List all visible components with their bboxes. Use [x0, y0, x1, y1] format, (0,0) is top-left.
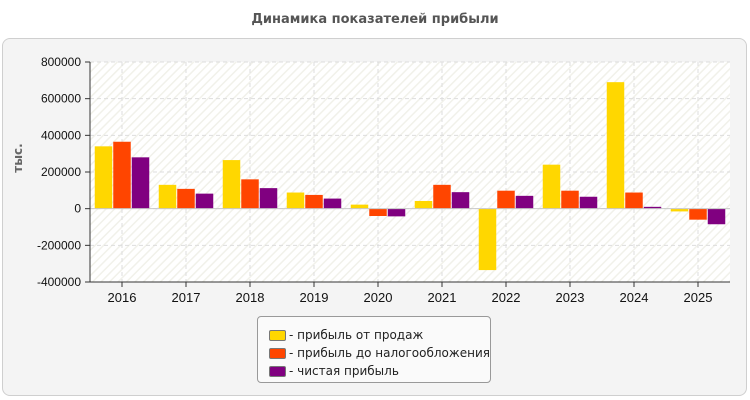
bar: [689, 208, 707, 220]
legend-swatch-sales-profit: [269, 329, 286, 341]
bar: [542, 164, 561, 209]
x-tick-label: 2021: [428, 290, 457, 305]
bar: [433, 184, 451, 209]
bar: [259, 188, 278, 209]
legend-swatch-pretax-profit: [269, 347, 286, 359]
bar: [177, 188, 195, 209]
y-tick-label: 800000: [41, 55, 81, 69]
bar: [286, 192, 305, 209]
y-tick-label: 600000: [41, 92, 81, 106]
chart-title: Динамика показателей прибыли: [251, 12, 499, 27]
legend-item-net-profit: - чистая прибыль: [258, 362, 490, 380]
y-axis-label: тыс.: [11, 143, 25, 172]
legend-label-sales-profit: - прибыль от продаж: [289, 328, 424, 342]
bar: [323, 198, 342, 209]
x-tick-label: 2019: [300, 290, 329, 305]
x-tick-label: 2022: [492, 290, 521, 305]
x-tick-label: 2018: [236, 290, 265, 305]
legend-label-net-profit: - чистая прибыль: [289, 364, 399, 378]
bar: [707, 208, 726, 225]
x-tick-label: 2016: [108, 290, 137, 305]
y-tick-label: 400000: [41, 128, 81, 142]
bar: [497, 190, 515, 209]
x-tick-label: 2020: [364, 290, 393, 305]
bar: [222, 160, 241, 209]
y-tick-label: 200000: [41, 165, 81, 179]
bar: [350, 204, 369, 209]
bar: [387, 208, 406, 217]
y-tick-label: 0: [74, 202, 81, 216]
legend-label-pretax-profit: - прибыль до налогообложения: [289, 346, 490, 360]
bar: [241, 179, 259, 209]
bar: [579, 196, 598, 209]
legend: - прибыль от продаж - прибыль до налогоо…: [257, 316, 491, 383]
x-tick-label: 2025: [684, 290, 713, 305]
bar: [158, 184, 177, 209]
bar: [670, 208, 689, 212]
bar: [414, 200, 433, 209]
bar: [131, 157, 150, 209]
bar: [561, 190, 579, 209]
bar: [94, 146, 113, 209]
y-tick-label: -200000: [37, 238, 81, 252]
bar: [195, 193, 214, 209]
x-tick-label: 2017: [172, 290, 201, 305]
legend-item-pretax-profit: - прибыль до налогообложения: [258, 344, 490, 362]
legend-swatch-net-profit: [269, 365, 286, 377]
x-tick-label: 2024: [620, 290, 649, 305]
legend-item-sales-profit: - прибыль от продаж: [258, 326, 490, 344]
bar: [515, 195, 534, 209]
bar: [643, 206, 662, 209]
bar: [113, 141, 131, 209]
bar: [478, 208, 497, 271]
x-tick-label: 2023: [556, 290, 585, 305]
bar: [606, 82, 625, 209]
bar: [451, 192, 470, 209]
bar: [369, 208, 387, 216]
bar: [625, 192, 643, 209]
y-tick-label: -400000: [37, 275, 81, 289]
plot-area: [90, 62, 730, 282]
bar: [305, 194, 323, 209]
